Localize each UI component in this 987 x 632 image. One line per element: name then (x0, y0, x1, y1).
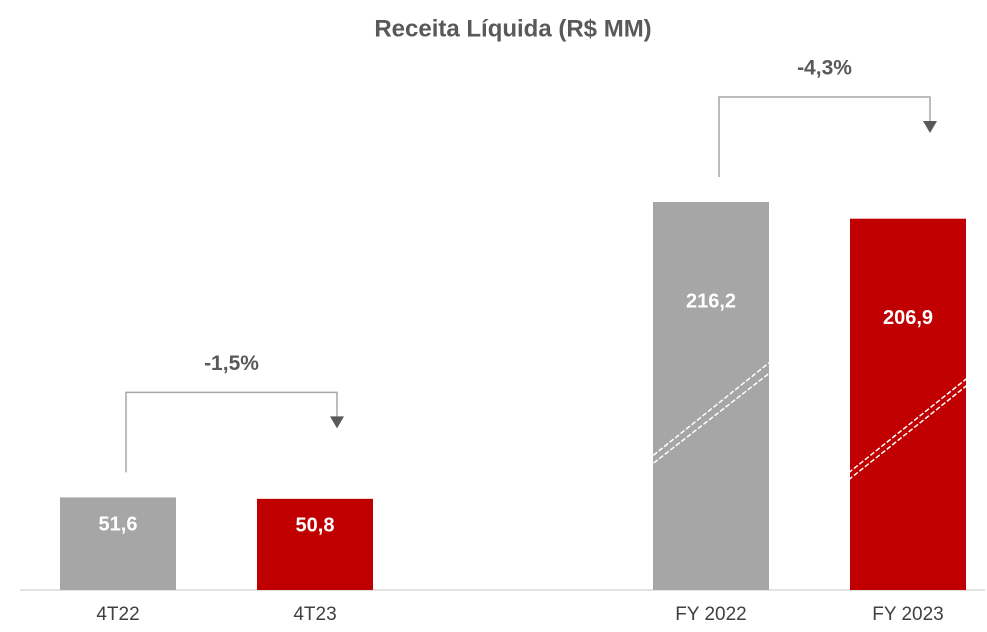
change-bracket (718, 96, 931, 177)
change-bracket (125, 391, 338, 473)
change-label: -4,3% (797, 57, 852, 80)
value-label: 216,2 (686, 290, 736, 312)
value-label: 51,6 (99, 513, 138, 535)
change-arrow (923, 121, 937, 133)
axis-break (614, 353, 986, 494)
break-line (831, 370, 986, 494)
x-tick-label: FY 2022 (675, 604, 746, 625)
break-line (614, 353, 781, 487)
x-tick-label: 4T23 (293, 604, 336, 625)
break-line (831, 363, 986, 487)
change-arrow (330, 416, 344, 429)
bar (257, 498, 373, 590)
x-tick-label: FY 2023 (872, 604, 943, 625)
change-label: -1,5% (204, 352, 259, 375)
break-line (614, 360, 786, 494)
bar (850, 218, 966, 590)
value-label: 50,8 (296, 514, 335, 536)
chart-title: Receita Líquida (R$ MM) (374, 15, 651, 42)
x-tick-label: 4T22 (96, 604, 139, 625)
bar (60, 497, 176, 590)
bar (653, 202, 769, 590)
value-label: 206,9 (883, 307, 933, 329)
